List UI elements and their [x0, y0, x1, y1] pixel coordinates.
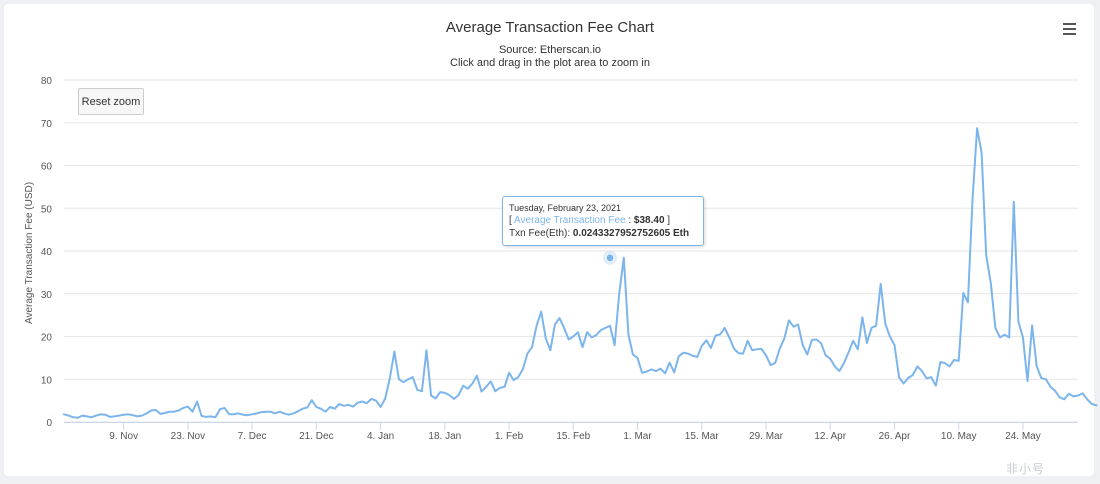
y-tick-label: 40 — [41, 247, 53, 258]
reset-zoom-button[interactable]: Reset zoom — [78, 88, 144, 115]
watermark: 非小号 — [1006, 462, 1046, 476]
x-tick-label: 15. Mar — [685, 431, 720, 442]
x-tick-label: 7. Dec — [238, 431, 267, 442]
x-tick-label: 15. Feb — [556, 431, 590, 442]
x-tick-label: 1. Mar — [623, 431, 652, 442]
y-tick-label: 70 — [41, 119, 53, 130]
hamburger-menu-icon[interactable] — [1058, 18, 1080, 40]
x-tick-label: 4. Jan — [367, 431, 394, 442]
tooltip-eth-line: Txn Fee(Eth): 0.0243327952752605 Eth — [509, 227, 697, 240]
menu-bar — [1062, 33, 1076, 35]
chart-zoom-hint: Click and drag in the plot area to zoom … — [450, 57, 650, 69]
tooltip-open-bracket: [ — [509, 215, 515, 226]
data-tooltip: Tuesday, February 23, 2021 [ Average Tra… — [502, 196, 704, 246]
x-tick-label: 12. Apr — [814, 431, 846, 442]
tooltip-eth-value: 0.0243327952752605 Eth — [572, 228, 690, 239]
tooltip-separator: : — [625, 215, 634, 226]
tooltip-value: $38.40 — [633, 215, 665, 226]
x-tick-label: 24. May — [1005, 431, 1041, 442]
y-tick-label: 10 — [41, 375, 53, 386]
y-tick-label: 30 — [41, 290, 53, 301]
y-tick-label: 80 — [41, 76, 53, 87]
x-axis: 9. Nov 23. Nov 7. Dec 21. Dec 4. Jan 18. Jan 1… — [64, 422, 1078, 442]
x-tick-label: 23. Nov — [171, 431, 205, 442]
tooltip-close-bracket: ] — [664, 215, 671, 226]
y-tick-label: 0 — [46, 418, 52, 429]
highlighted-point[interactable] — [605, 253, 615, 263]
tooltip-fee-line: [ Average Transaction Fee : $38.40 ] — [509, 214, 697, 227]
x-tick-label: 10. May — [941, 431, 977, 442]
chart-title: Average Transaction Fee Chart — [445, 19, 655, 36]
x-tick-label: 21. Dec — [299, 431, 333, 442]
menu-bar — [1062, 28, 1076, 30]
chart-subtitle: Source: Etherscan.io — [498, 44, 602, 56]
series-line — [63, 127, 1098, 419]
x-tick-label: 29. Mar — [749, 431, 784, 442]
y-axis: 0 10 20 30 40 50 60 70 80 — [41, 76, 53, 429]
y-tick-label: 50 — [41, 204, 53, 215]
x-tick-label: 9. Nov — [109, 431, 138, 442]
tooltip-date: Tuesday, February 23, 2021 — [509, 203, 622, 213]
tooltip-eth-label: Txn Fee(Eth): — [509, 228, 573, 239]
x-tick-label: 1. Feb — [495, 431, 524, 442]
grid-lines — [64, 79, 1078, 423]
y-tick-label: 60 — [41, 162, 53, 173]
x-tick-label: 18. Jan — [428, 431, 461, 442]
y-axis-label: Average Transaction Fee (USD) — [24, 182, 35, 324]
y-tick-label: 20 — [41, 333, 53, 344]
x-tick-label: 26. Apr — [879, 431, 911, 442]
menu-bar — [1062, 23, 1076, 25]
tooltip-series-name: Average Transaction Fee — [514, 215, 626, 226]
series-layer — [63, 127, 1098, 419]
